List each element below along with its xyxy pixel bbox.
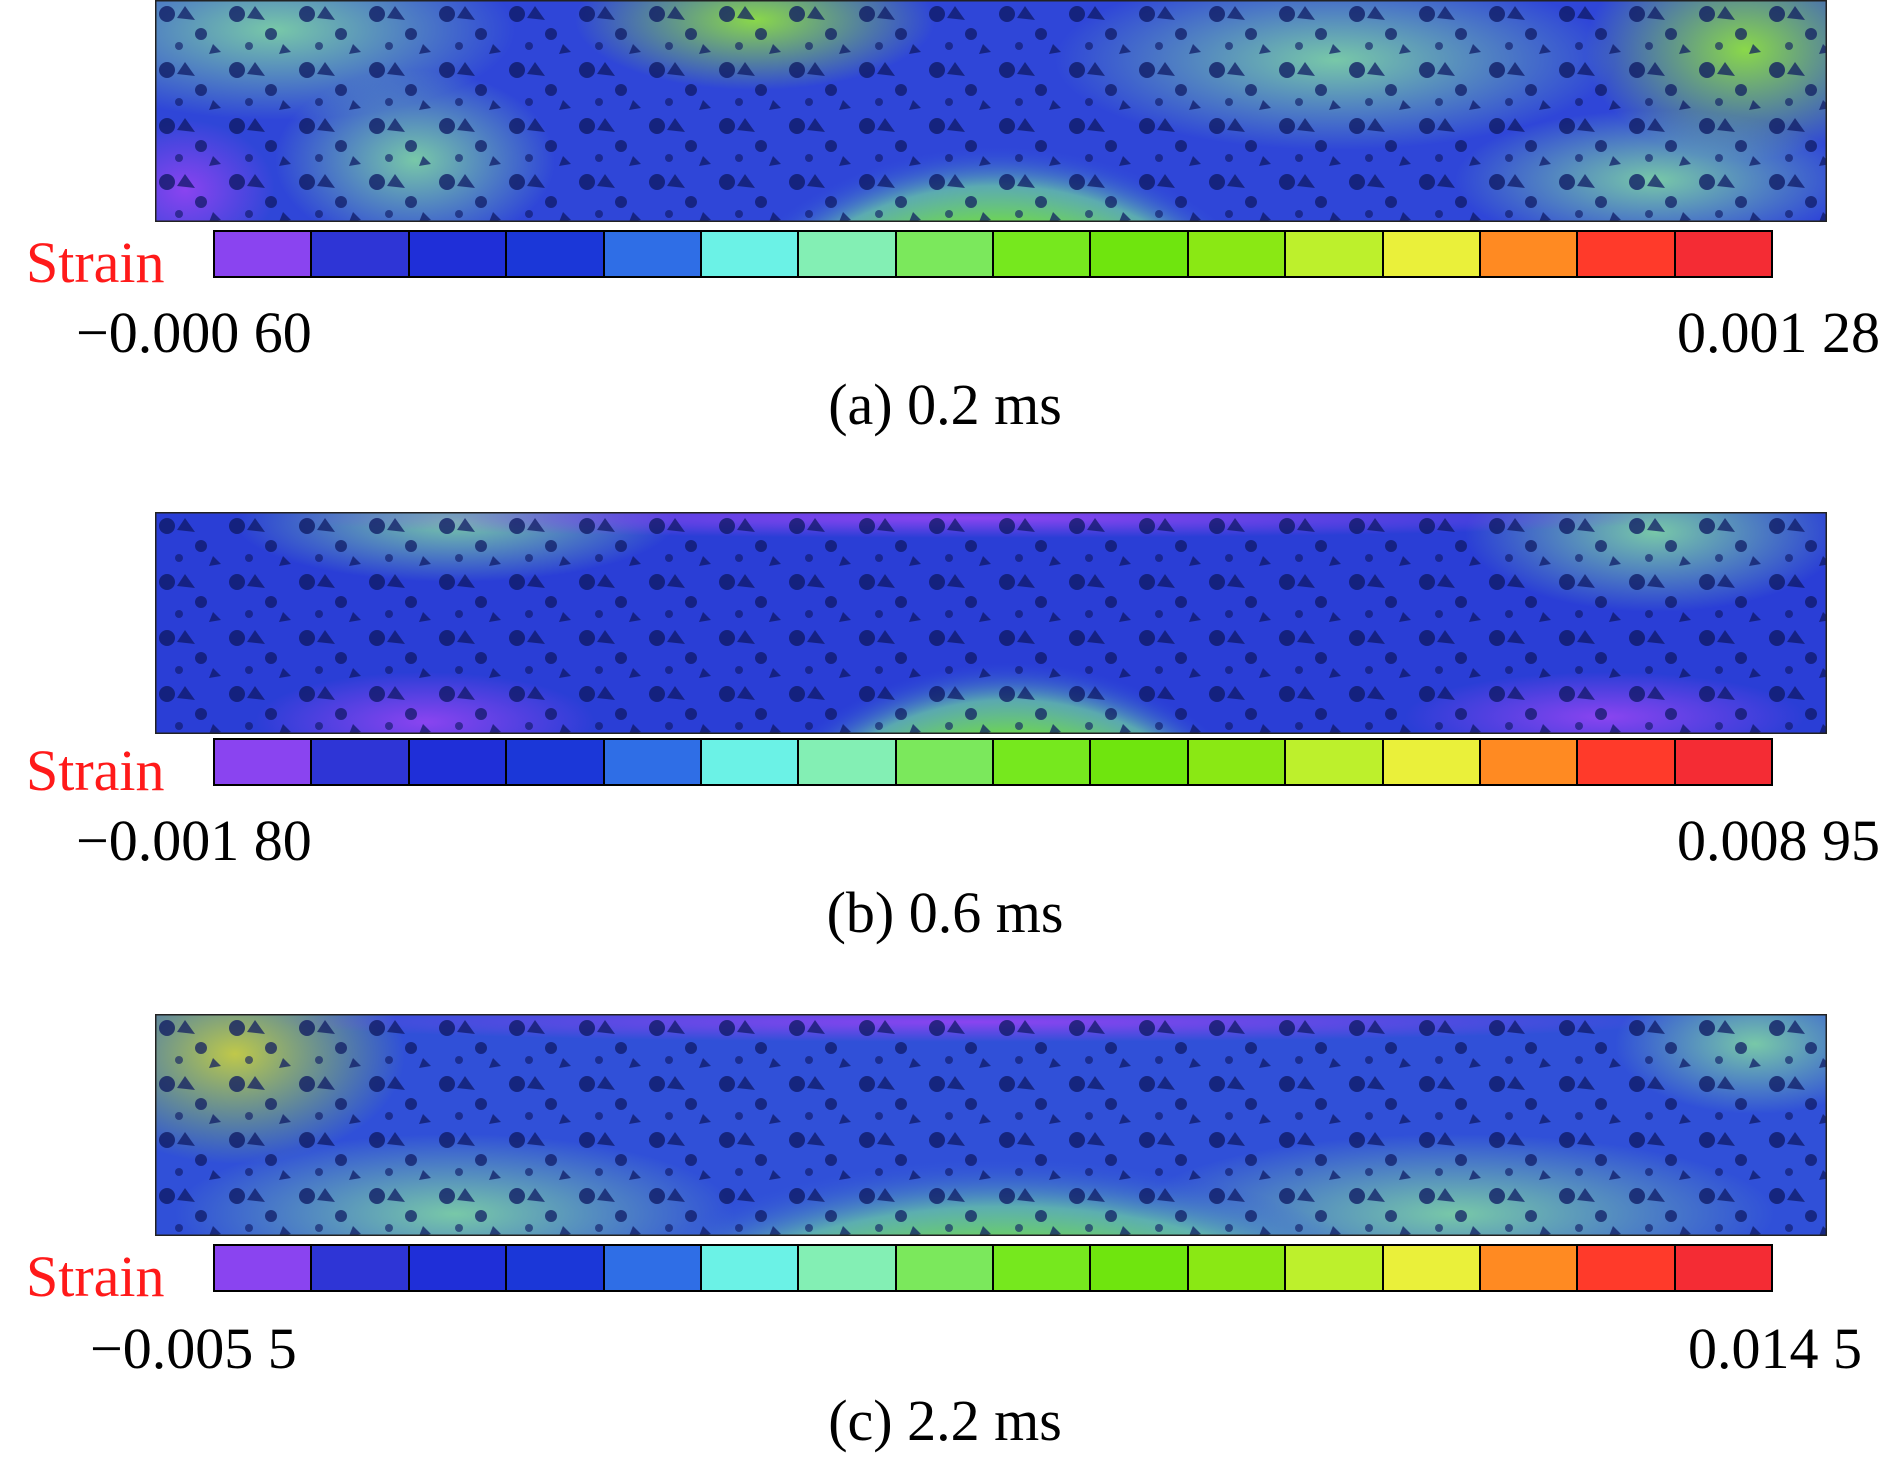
colorbar-swatch bbox=[312, 232, 410, 276]
beam-strain-image-a bbox=[155, 0, 1827, 222]
colorbar-swatch bbox=[994, 232, 1092, 276]
beam-strain-image-b bbox=[155, 512, 1827, 734]
colorbar-swatch bbox=[1188, 232, 1287, 276]
colorbar-swatch bbox=[507, 740, 605, 784]
colorbar-swatch bbox=[409, 232, 508, 276]
colorbar-swatch bbox=[1480, 740, 1579, 784]
panel-caption: (b) 0.6 ms bbox=[826, 880, 1064, 945]
colorbar-max-label: 0.008 95 bbox=[1677, 808, 1880, 873]
colorbar-swatch bbox=[604, 232, 702, 276]
panel-a: Strain −0.000 60 0.001 28 (a) 0.2 ms bbox=[0, 0, 1890, 470]
colorbar-min-label: −0.000 60 bbox=[76, 300, 312, 365]
colorbar-swatch bbox=[701, 740, 800, 784]
colorbar-swatch bbox=[896, 740, 994, 784]
colorbar-swatch bbox=[1091, 740, 1189, 784]
colorbar-swatch bbox=[799, 740, 897, 784]
colorbar-swatch bbox=[507, 232, 605, 276]
colorbar-swatch bbox=[1578, 1246, 1676, 1290]
colorbar-swatch bbox=[896, 1246, 994, 1290]
colorbar-swatch bbox=[1675, 232, 1771, 276]
panel-caption: (c) 2.2 ms bbox=[828, 1388, 1062, 1453]
colorbar-swatch bbox=[1188, 1246, 1287, 1290]
colorbar-swatch bbox=[1480, 1246, 1579, 1290]
colorbar-swatch bbox=[1383, 232, 1481, 276]
colorbar-swatch bbox=[604, 740, 702, 784]
strain-label: Strain bbox=[26, 738, 165, 803]
strain-label: Strain bbox=[26, 1244, 165, 1309]
colorbar-swatch bbox=[1675, 740, 1771, 784]
beam-strain-field-c bbox=[155, 1014, 1827, 1236]
colorbar-swatch bbox=[312, 740, 410, 784]
colorbar-swatch bbox=[1578, 232, 1676, 276]
colorbar-swatch bbox=[799, 232, 897, 276]
colorbar-swatch bbox=[604, 1246, 702, 1290]
beam-strain-field-a bbox=[155, 0, 1827, 222]
colorbar-swatch bbox=[215, 232, 313, 276]
panel-caption: (a) 0.2 ms bbox=[828, 372, 1062, 437]
colorbar-swatch bbox=[312, 1246, 410, 1290]
colorbar-swatch bbox=[409, 1246, 508, 1290]
colorbar-swatch bbox=[215, 1246, 313, 1290]
colorbar-swatch bbox=[994, 740, 1092, 784]
colorbar-swatch bbox=[701, 1246, 800, 1290]
colorbar-swatch bbox=[1480, 232, 1579, 276]
colorbar-swatch bbox=[896, 232, 994, 276]
colorbar-swatch bbox=[799, 1246, 897, 1290]
colorbar-max-label: 0.001 28 bbox=[1677, 300, 1880, 365]
panel-b: Strain −0.001 80 0.008 95 (b) 0.6 ms bbox=[0, 504, 1890, 974]
colorbar-swatch bbox=[1286, 1246, 1384, 1290]
strain-colorbar bbox=[213, 738, 1773, 786]
strain-colorbar bbox=[213, 230, 1773, 278]
colorbar-swatch bbox=[1578, 740, 1676, 784]
colorbar-swatch bbox=[994, 1246, 1092, 1290]
colorbar-max-label: 0.014 5 bbox=[1688, 1316, 1862, 1381]
beam-strain-field-b bbox=[155, 512, 1827, 734]
colorbar-swatch bbox=[507, 1246, 605, 1290]
colorbar-swatch bbox=[1383, 740, 1481, 784]
colorbar-swatch bbox=[1188, 740, 1287, 784]
strain-label: Strain bbox=[26, 230, 165, 295]
colorbar-min-label: −0.001 80 bbox=[76, 808, 312, 873]
colorbar-swatch bbox=[1286, 740, 1384, 784]
panel-c: Strain −0.005 5 0.014 5 (c) 2.2 ms bbox=[0, 1008, 1890, 1478]
colorbar-swatch bbox=[215, 740, 313, 784]
colorbar-swatch bbox=[1286, 232, 1384, 276]
colorbar-swatch bbox=[1675, 1246, 1771, 1290]
colorbar-swatch bbox=[409, 740, 508, 784]
colorbar-swatch bbox=[1091, 232, 1189, 276]
beam-strain-image-c bbox=[155, 1014, 1827, 1236]
colorbar-swatch bbox=[701, 232, 800, 276]
strain-colorbar bbox=[213, 1244, 1773, 1292]
colorbar-swatch bbox=[1383, 1246, 1481, 1290]
colorbar-swatch bbox=[1091, 1246, 1189, 1290]
colorbar-min-label: −0.005 5 bbox=[90, 1316, 297, 1381]
